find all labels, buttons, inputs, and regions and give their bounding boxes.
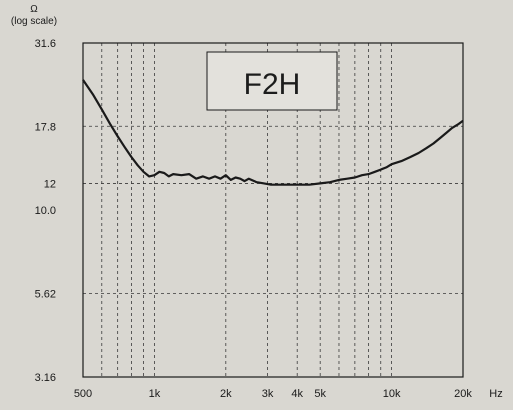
y-tick-label: 31.6 — [35, 38, 56, 50]
legend-series-label: F2H — [244, 68, 301, 101]
x-tick-label: 10k — [383, 388, 401, 400]
series-line-f2h — [82, 79, 464, 186]
x-tick-label: 2k — [220, 388, 232, 400]
plot-frame — [82, 42, 464, 378]
legend-box: F2H — [206, 51, 338, 111]
x-tick-label: 5k — [314, 388, 326, 400]
y-tick-label: 5.62 — [35, 288, 56, 300]
y-tick-label: 10.0 — [35, 205, 56, 217]
x-tick-label: 1k — [149, 388, 161, 400]
x-axis-unit: Hz — [489, 388, 502, 400]
y-tick-labels: 31.6 17.8 12 10.0 5.62 3.16 — [35, 38, 56, 384]
x-tick-label: 3k — [262, 388, 274, 400]
x-tick-label: 4k — [291, 388, 303, 400]
y-axis-scale-note: (log scale) — [11, 16, 57, 27]
y-tick-label: 3.16 — [35, 372, 56, 384]
y-tick-label: 12 — [44, 178, 56, 190]
x-tick-label: 20k — [454, 388, 472, 400]
x-tick-labels: 500 1k 2k 3k 4k 5k 10k 20k — [74, 388, 473, 400]
legend-frame — [206, 51, 338, 111]
y-axis-unit: Ω — [30, 4, 38, 15]
x-tick-label: 500 — [74, 388, 92, 400]
y-tick-label: 17.8 — [35, 121, 56, 133]
